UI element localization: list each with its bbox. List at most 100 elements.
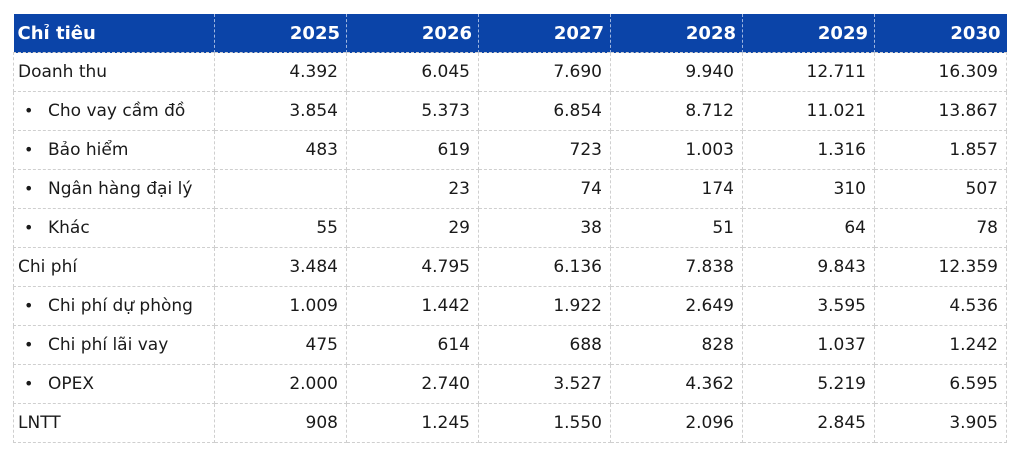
- value-cell: 475: [214, 325, 347, 365]
- table-row: • Cho vay cầm đồ 3.854 5.373 6.854 8.712 11.02…: [13, 91, 1007, 131]
- value-cell: 78: [874, 208, 1007, 248]
- row-label-cell: • Chi phí dự phòng: [13, 286, 215, 326]
- value-cell: 3.854: [214, 91, 347, 131]
- value-cell: 6.854: [478, 91, 611, 131]
- row-label: Cho vay cầm đồ: [48, 101, 186, 121]
- table-header-row: Chỉ tiêu 2025 2026 2027 2028 2029 2030: [13, 14, 1007, 53]
- table-row: Doanh thu 4.392 6.045 7.690 9.940 12.711 16.30…: [13, 52, 1007, 92]
- value-cell: 2.845: [742, 403, 875, 443]
- row-label-cell: Chi phí: [13, 247, 215, 287]
- value-cell: 9.843: [742, 247, 875, 287]
- row-label: LNTT: [18, 413, 61, 433]
- row-label-cell: • Bảo hiểm: [13, 130, 215, 170]
- row-label: Chi phí lãi vay: [48, 335, 169, 355]
- value-cell: 2.096: [610, 403, 743, 443]
- value-cell: 6.136: [478, 247, 611, 287]
- value-cell: 723: [478, 130, 611, 170]
- header-year: 2025: [214, 14, 347, 53]
- value-cell: 7.838: [610, 247, 743, 287]
- row-label: OPEX: [48, 374, 95, 394]
- value-cell: 9.940: [610, 52, 743, 92]
- row-label: Ngân hàng đại lý: [48, 179, 193, 199]
- value-cell: 310: [742, 169, 875, 209]
- table-row: • Ngân hàng đại lý 23 74 174 310 507: [13, 169, 1007, 209]
- value-cell: 7.690: [478, 52, 611, 92]
- value-cell: 38: [478, 208, 611, 248]
- value-cell: 1.003: [610, 130, 743, 170]
- value-cell: 614: [346, 325, 479, 365]
- value-cell: 13.867: [874, 91, 1007, 131]
- table-row: • Khác 55 29 38 51 64 78: [13, 208, 1007, 248]
- value-cell: 908: [214, 403, 347, 443]
- row-label-cell: • Ngân hàng đại lý: [13, 169, 215, 209]
- value-cell: 51: [610, 208, 743, 248]
- row-label: Doanh thu: [18, 62, 108, 82]
- value-cell: 5.373: [346, 91, 479, 131]
- value-cell: 2.740: [346, 364, 479, 404]
- financial-table-container: Chỉ tiêu 2025 2026 2027 2028 2029 2030 D…: [13, 14, 1007, 443]
- value-cell: 1.442: [346, 286, 479, 326]
- value-cell: 23: [346, 169, 479, 209]
- table-row: LNTT 908 1.245 1.550 2.096 2.845 3.905: [13, 403, 1007, 443]
- table-row: • Chi phí lãi vay 475 614 688 828 1.037 1.242: [13, 325, 1007, 365]
- bullet-icon: •: [24, 374, 34, 393]
- value-cell: 483: [214, 130, 347, 170]
- value-cell: 11.021: [742, 91, 875, 131]
- value-cell: 3.905: [874, 403, 1007, 443]
- row-label: Bảo hiểm: [48, 140, 129, 160]
- value-cell: 1.922: [478, 286, 611, 326]
- header-label: Chỉ tiêu: [13, 14, 215, 53]
- bullet-icon: •: [24, 296, 34, 315]
- table-row: • Bảo hiểm 483 619 723 1.003 1.316 1.857: [13, 130, 1007, 170]
- value-cell: 3.527: [478, 364, 611, 404]
- value-cell: 507: [874, 169, 1007, 209]
- row-label: Khác: [48, 218, 90, 238]
- value-cell: 64: [742, 208, 875, 248]
- value-cell: 8.712: [610, 91, 743, 131]
- row-label: Chi phí: [18, 257, 78, 277]
- financial-forecast-table: Chỉ tiêu 2025 2026 2027 2028 2029 2030 D…: [13, 14, 1007, 443]
- value-cell: 74: [478, 169, 611, 209]
- bullet-icon: •: [24, 179, 34, 198]
- value-cell: 29: [346, 208, 479, 248]
- value-cell: 5.219: [742, 364, 875, 404]
- table-row: • Chi phí dự phòng 1.009 1.442 1.922 2.649 3.5…: [13, 286, 1007, 326]
- value-cell: 174: [610, 169, 743, 209]
- table-row: • OPEX 2.000 2.740 3.527 4.362 5.219 6.595: [13, 364, 1007, 404]
- row-label-cell: LNTT: [13, 403, 215, 443]
- bullet-icon: •: [24, 218, 34, 237]
- value-cell: 16.309: [874, 52, 1007, 92]
- header-year: 2026: [346, 14, 479, 53]
- bullet-icon: •: [24, 335, 34, 354]
- value-cell: 1.242: [874, 325, 1007, 365]
- value-cell: 1.009: [214, 286, 347, 326]
- value-cell: 1.037: [742, 325, 875, 365]
- header-year: 2027: [478, 14, 611, 53]
- value-cell: 4.392: [214, 52, 347, 92]
- value-cell: 2.649: [610, 286, 743, 326]
- row-label-cell: • Chi phí lãi vay: [13, 325, 215, 365]
- value-cell: 1.316: [742, 130, 875, 170]
- header-year: 2028: [610, 14, 743, 53]
- value-cell: 55: [214, 208, 347, 248]
- value-cell: 688: [478, 325, 611, 365]
- value-cell: [214, 169, 347, 209]
- bullet-icon: •: [24, 140, 34, 159]
- value-cell: 12.359: [874, 247, 1007, 287]
- row-label-cell: • OPEX: [13, 364, 215, 404]
- value-cell: 4.362: [610, 364, 743, 404]
- value-cell: 3.595: [742, 286, 875, 326]
- row-label-cell: Doanh thu: [13, 52, 215, 92]
- value-cell: 4.795: [346, 247, 479, 287]
- value-cell: 828: [610, 325, 743, 365]
- row-label: Chi phí dự phòng: [48, 296, 193, 316]
- table-row: Chi phí 3.484 4.795 6.136 7.838 9.843 12.359: [13, 247, 1007, 287]
- header-year: 2030: [874, 14, 1007, 53]
- value-cell: 1.245: [346, 403, 479, 443]
- bullet-icon: •: [24, 101, 34, 120]
- row-label-cell: • Cho vay cầm đồ: [13, 91, 215, 131]
- value-cell: 12.711: [742, 52, 875, 92]
- value-cell: 3.484: [214, 247, 347, 287]
- row-label-cell: • Khác: [13, 208, 215, 248]
- value-cell: 1.550: [478, 403, 611, 443]
